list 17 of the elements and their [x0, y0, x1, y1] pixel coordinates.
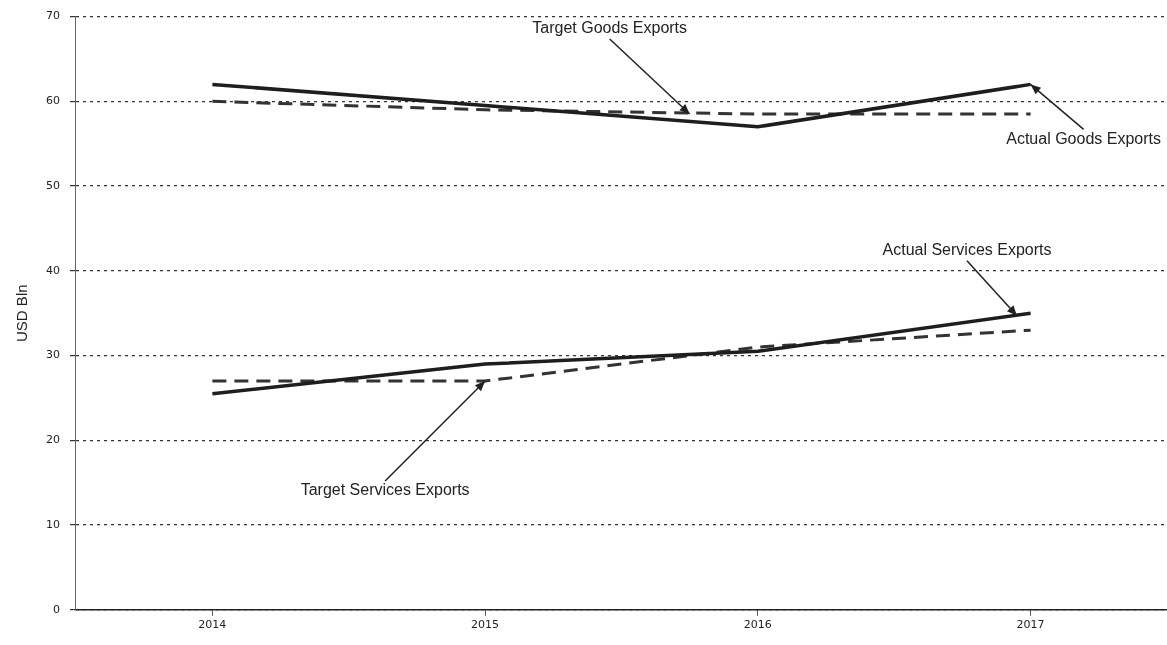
annotation: Actual Services Exports: [882, 241, 1052, 259]
y-tick-label: 50: [46, 178, 60, 192]
x-tick-label: 2016: [743, 618, 772, 632]
y-tick-label: 10: [46, 517, 60, 531]
y-tick-label: 40: [46, 263, 60, 277]
y-tick-label: 60: [46, 94, 60, 108]
annotation: Target Goods Exports: [532, 19, 688, 37]
x-tick-label: 2014: [198, 618, 227, 632]
y-tick-label: 20: [46, 433, 60, 447]
y-axis-title: USD Bln: [13, 284, 31, 342]
y-tick-label: 0: [53, 602, 60, 616]
annotation: Actual Goods Exports: [1006, 129, 1161, 147]
x-tick-label: 2017: [1016, 618, 1045, 632]
annotation: Target Services Exports: [300, 481, 470, 499]
y-tick-label: 30: [46, 348, 60, 362]
x-tick-label: 2015: [471, 618, 500, 632]
y-tick-label: 70: [46, 9, 60, 23]
